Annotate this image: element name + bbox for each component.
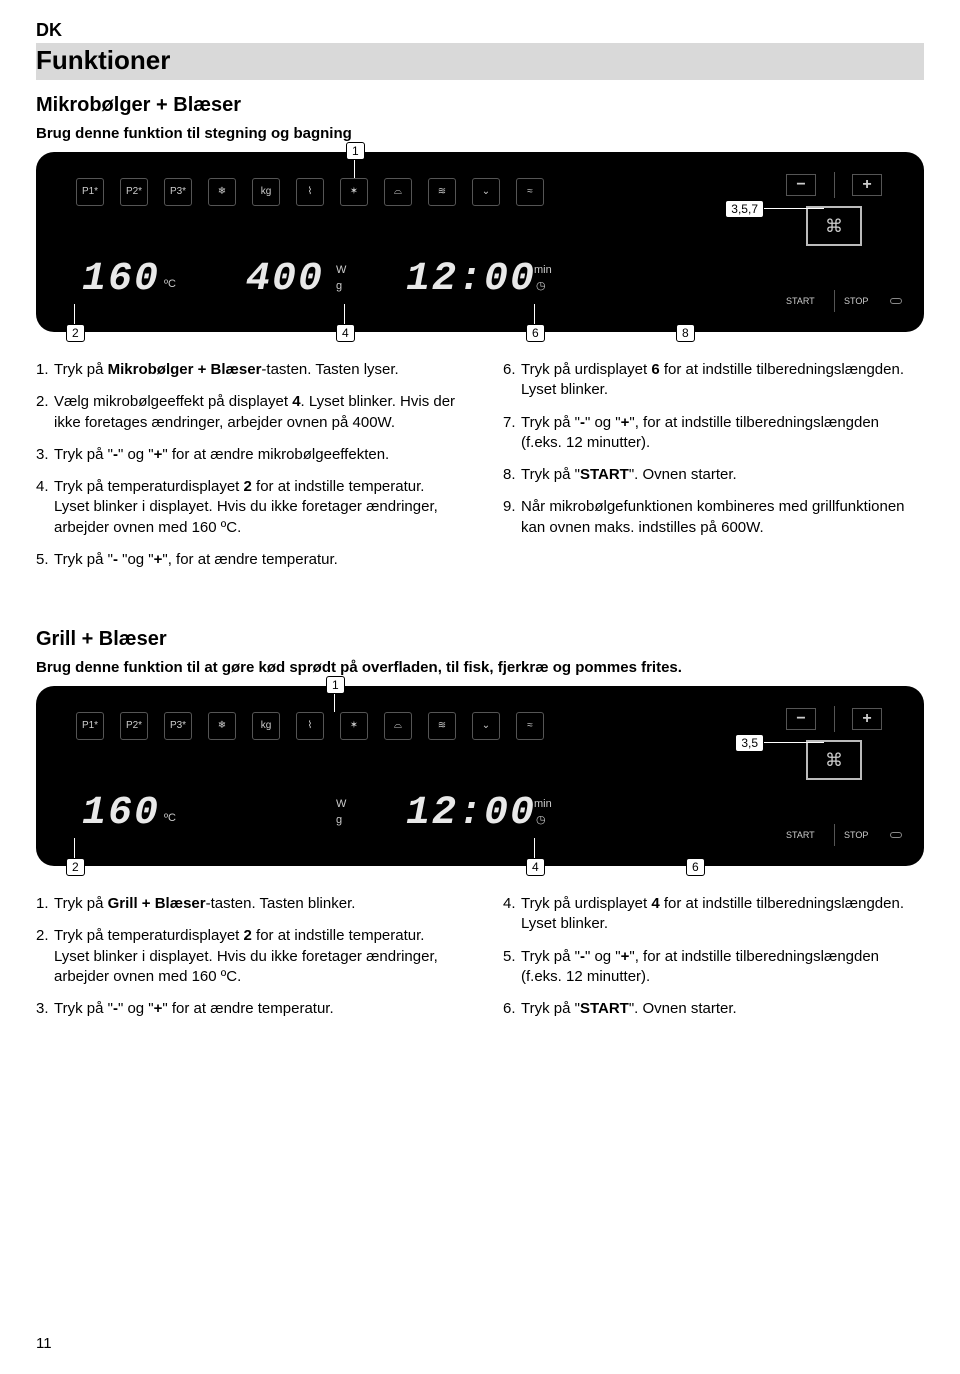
selector-button[interactable]: ⌘ bbox=[806, 740, 862, 780]
stop-button[interactable]: STOP bbox=[844, 296, 868, 306]
mode-icon[interactable]: ❄ bbox=[208, 178, 236, 206]
mode-icon[interactable]: kg bbox=[252, 712, 280, 740]
clock-icon: ◷ bbox=[536, 279, 546, 292]
mode-icon[interactable]: ✶ bbox=[340, 178, 368, 206]
instruction-item: 5.Tryk på "- "og "+", for at ændre tempe… bbox=[36, 550, 457, 570]
mode-icon[interactable]: ⌄ bbox=[472, 712, 500, 740]
power-display[interactable]: 400 bbox=[246, 257, 324, 302]
watt-unit-icon: W bbox=[336, 798, 346, 810]
instructions-columns-2: 1.Tryk på Grill + Blæser-tasten. Tasten … bbox=[36, 894, 924, 1031]
callout-6: 6 bbox=[526, 324, 545, 342]
mode-icon[interactable]: ≈ bbox=[516, 178, 544, 206]
mode-icon[interactable]: ⌇ bbox=[296, 178, 324, 206]
instruction-item: 7.Tryk på "-" og "+", for at indstille t… bbox=[503, 413, 924, 454]
callout-1: 1 bbox=[326, 676, 345, 694]
instruction-item: 8.Tryk på "START". Ovnen starter. bbox=[503, 465, 924, 485]
function-icon-row: P1* P2* P3* ❄ kg ⌇ ✶ ⌓ ≋ ⌄ ≈ bbox=[76, 178, 544, 206]
mode-icon[interactable]: ⌓ bbox=[384, 178, 412, 206]
min-unit-icon: min bbox=[534, 798, 552, 810]
plus-button[interactable]: + bbox=[852, 708, 882, 730]
gram-unit-icon: g bbox=[336, 280, 342, 292]
mode-icon[interactable]: P1* bbox=[76, 712, 104, 740]
mode-icon[interactable]: ⌓ bbox=[384, 712, 412, 740]
control-panel-2: P1*P2*P3*❄kg⌇✶⌓≋⌄≈ 1 160 ºC 2 W g 12:00 … bbox=[36, 686, 924, 866]
callout-357: 3,5,7 bbox=[725, 200, 764, 218]
title-bar: Funktioner bbox=[36, 43, 924, 80]
button-column: − + ⌘ START STOP bbox=[772, 702, 902, 850]
mode-icon[interactable]: ≋ bbox=[428, 712, 456, 740]
key-icon bbox=[890, 298, 902, 304]
callout-6: 6 bbox=[686, 858, 705, 876]
section2-heading: Grill + Blæser bbox=[36, 628, 924, 651]
instruction-item: 1.Tryk på Mikrobølger + Blæser-tasten. T… bbox=[36, 360, 457, 380]
instruction-item: 9.Når mikrobølgefunktionen kombineres me… bbox=[503, 497, 924, 538]
stop-button[interactable]: STOP bbox=[844, 830, 868, 840]
instruction-item: 2.Vælg mikrobølgeeffekt på displayet 4. … bbox=[36, 392, 457, 433]
plus-button[interactable]: + bbox=[852, 174, 882, 196]
callout-2: 2 bbox=[66, 858, 85, 876]
min-unit-icon: min bbox=[534, 264, 552, 276]
watt-unit-icon: W bbox=[336, 264, 346, 276]
page-title: Funktioner bbox=[36, 45, 924, 76]
callout-2: 2 bbox=[66, 324, 85, 342]
temp-unit-icon: ºC bbox=[164, 278, 176, 290]
section2-intro: Brug denne funktion til at gøre kød sprø… bbox=[36, 659, 924, 676]
instruction-item: 4.Tryk på urdisplayet 4 for at indstille… bbox=[503, 894, 924, 935]
temp-display[interactable]: 160 bbox=[82, 257, 160, 302]
callout-4: 4 bbox=[336, 324, 355, 342]
language-tag: DK bbox=[36, 20, 924, 41]
mode-icon[interactable]: ❄ bbox=[208, 712, 236, 740]
time-display[interactable]: 12:00 bbox=[406, 791, 536, 836]
mode-icon[interactable]: P3* bbox=[164, 712, 192, 740]
mode-icon[interactable]: ⌇ bbox=[296, 712, 324, 740]
gram-unit-icon: g bbox=[336, 814, 342, 826]
start-button[interactable]: START bbox=[786, 296, 815, 306]
callout-4: 4 bbox=[526, 858, 545, 876]
instruction-item: 6.Tryk på urdisplayet 6 for at indstille… bbox=[503, 360, 924, 401]
key-icon bbox=[890, 832, 902, 838]
mode-icon[interactable]: kg bbox=[252, 178, 280, 206]
function-icon-row: P1* P2* P3* ❄ kg ⌇ ✶ ⌓ ≋ ⌄ ≈ bbox=[76, 712, 544, 740]
instruction-item: 6.Tryk på "START". Ovnen starter. bbox=[503, 999, 924, 1019]
mode-icon[interactable]: ⌄ bbox=[472, 178, 500, 206]
button-column: − + ⌘ START STOP bbox=[772, 168, 902, 316]
time-display[interactable]: 12:00 bbox=[406, 257, 536, 302]
clock-icon: ◷ bbox=[536, 813, 546, 826]
instruction-item: 3.Tryk på "-" og "+" for at ændre mikrob… bbox=[36, 445, 457, 465]
mode-icon[interactable]: P3* bbox=[164, 178, 192, 206]
instruction-item: 4.Tryk på temperaturdisplayet 2 for at i… bbox=[36, 477, 457, 538]
temp-display[interactable]: 160 bbox=[82, 791, 160, 836]
selector-button[interactable]: ⌘ bbox=[806, 206, 862, 246]
callout-35: 3,5 bbox=[735, 734, 764, 752]
callout-8: 8 bbox=[676, 324, 695, 342]
start-button[interactable]: START bbox=[786, 830, 815, 840]
mode-icon[interactable]: ≋ bbox=[428, 178, 456, 206]
minus-button[interactable]: − bbox=[786, 708, 816, 730]
control-panel-1: P1*P2*P3*❄kg⌇✶⌓≋⌄≈ 1 160 ºC 2 400 W g 4 … bbox=[36, 152, 924, 332]
instruction-item: 3.Tryk på "-" og "+" for at ændre temper… bbox=[36, 999, 457, 1019]
mode-icon[interactable]: ≈ bbox=[516, 712, 544, 740]
page-number: 11 bbox=[36, 1335, 52, 1352]
mode-icon[interactable]: ✶ bbox=[340, 712, 368, 740]
callout-1: 1 bbox=[346, 142, 365, 160]
instruction-item: 2.Tryk på temperaturdisplayet 2 for at i… bbox=[36, 926, 457, 987]
section1-intro: Brug denne funktion til stegning og bagn… bbox=[36, 125, 924, 142]
mode-icon[interactable]: P2* bbox=[120, 712, 148, 740]
mode-icon[interactable]: P2* bbox=[120, 178, 148, 206]
section1-heading: Mikrobølger + Blæser bbox=[36, 94, 924, 117]
instruction-item: 1.Tryk på Grill + Blæser-tasten. Tasten … bbox=[36, 894, 457, 914]
temp-unit-icon: ºC bbox=[164, 812, 176, 824]
minus-button[interactable]: − bbox=[786, 174, 816, 196]
instruction-item: 5.Tryk på "-" og "+", for at indstille t… bbox=[503, 947, 924, 988]
instructions-columns-1: 1.Tryk på Mikrobølger + Blæser-tasten. T… bbox=[36, 360, 924, 582]
mode-icon[interactable]: P1* bbox=[76, 178, 104, 206]
